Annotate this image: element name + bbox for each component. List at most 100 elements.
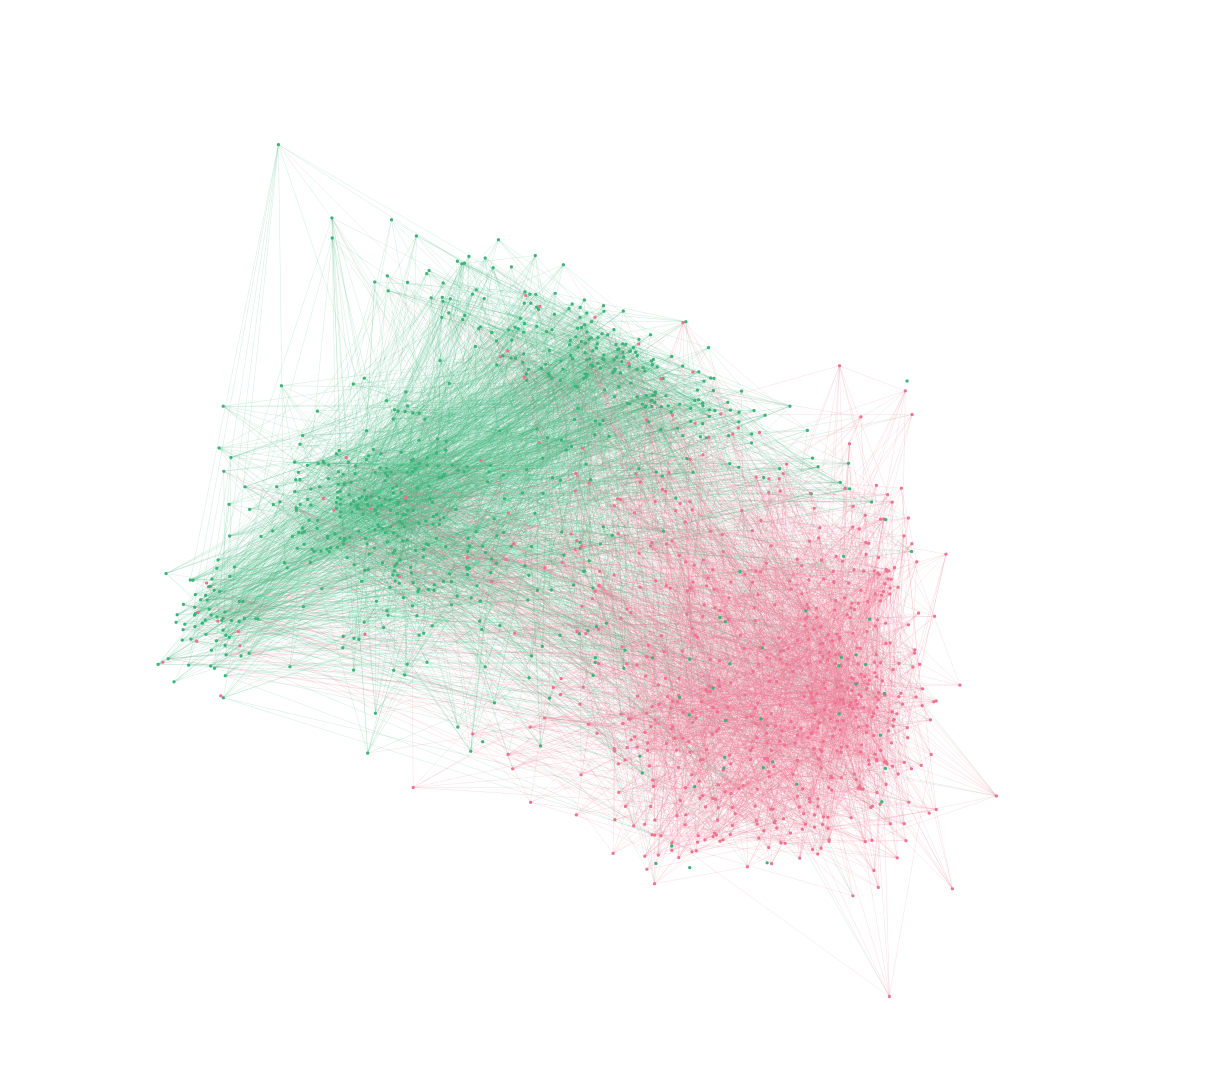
node xyxy=(315,409,319,413)
node xyxy=(851,894,855,898)
node xyxy=(643,822,647,826)
node xyxy=(730,805,734,810)
node xyxy=(707,414,712,418)
node xyxy=(227,502,231,506)
node xyxy=(606,333,610,337)
node xyxy=(867,678,871,682)
node xyxy=(601,304,606,308)
node xyxy=(492,701,496,705)
node xyxy=(791,669,795,674)
node xyxy=(404,495,408,499)
node xyxy=(478,325,482,329)
node xyxy=(627,364,632,368)
node xyxy=(840,684,844,688)
node xyxy=(736,426,740,430)
node xyxy=(848,487,852,491)
node xyxy=(622,355,626,359)
node xyxy=(336,482,340,486)
node xyxy=(315,526,319,531)
node xyxy=(880,679,884,683)
node xyxy=(285,566,289,570)
node xyxy=(617,790,621,795)
node xyxy=(670,354,674,359)
node xyxy=(756,662,761,666)
node xyxy=(729,580,733,584)
node xyxy=(771,760,775,764)
node xyxy=(691,370,695,374)
node xyxy=(389,470,393,474)
node xyxy=(698,796,702,800)
node xyxy=(727,434,731,438)
node xyxy=(634,472,638,476)
node xyxy=(661,529,666,533)
node xyxy=(399,490,403,494)
node xyxy=(526,598,530,602)
node xyxy=(279,384,283,388)
node xyxy=(392,569,396,573)
node xyxy=(298,502,302,506)
node xyxy=(391,491,396,495)
node xyxy=(357,529,361,533)
node xyxy=(401,539,405,543)
node xyxy=(593,656,598,660)
node xyxy=(587,481,591,485)
node xyxy=(788,831,793,835)
edges xyxy=(157,144,997,997)
node xyxy=(409,571,414,575)
node xyxy=(838,698,842,702)
node xyxy=(678,502,682,506)
node xyxy=(716,783,721,787)
node xyxy=(228,534,232,538)
node xyxy=(657,702,661,707)
node xyxy=(550,328,554,332)
node xyxy=(382,626,386,630)
node xyxy=(675,814,679,818)
node xyxy=(778,703,782,707)
node xyxy=(616,497,620,501)
node xyxy=(877,690,881,695)
node xyxy=(551,685,555,690)
node xyxy=(175,613,179,617)
node xyxy=(812,506,816,510)
node xyxy=(851,504,855,508)
node xyxy=(669,706,673,710)
node xyxy=(223,674,227,678)
node xyxy=(693,398,697,403)
node xyxy=(259,534,263,539)
node xyxy=(759,518,763,523)
node xyxy=(709,376,713,380)
node xyxy=(635,395,639,399)
node xyxy=(681,364,685,368)
node xyxy=(172,680,176,684)
node xyxy=(487,470,491,474)
node xyxy=(833,726,837,730)
node xyxy=(873,624,878,628)
node xyxy=(803,624,807,628)
node xyxy=(415,614,419,618)
node xyxy=(547,374,551,378)
node xyxy=(363,632,367,636)
node xyxy=(741,784,745,788)
node xyxy=(212,666,216,670)
node xyxy=(688,457,692,461)
node xyxy=(426,587,430,592)
node xyxy=(498,355,502,359)
node xyxy=(910,549,914,554)
node xyxy=(820,822,825,827)
node xyxy=(351,382,355,386)
node xyxy=(444,545,448,549)
node xyxy=(513,325,517,329)
node xyxy=(806,662,810,666)
node xyxy=(913,651,917,655)
node xyxy=(511,767,515,771)
node xyxy=(907,800,911,804)
node xyxy=(896,772,900,776)
node xyxy=(243,485,247,489)
node xyxy=(892,566,897,570)
node xyxy=(651,778,655,782)
node xyxy=(833,701,838,705)
node xyxy=(203,618,207,622)
node xyxy=(750,529,754,533)
node xyxy=(663,489,668,493)
node xyxy=(897,661,901,666)
